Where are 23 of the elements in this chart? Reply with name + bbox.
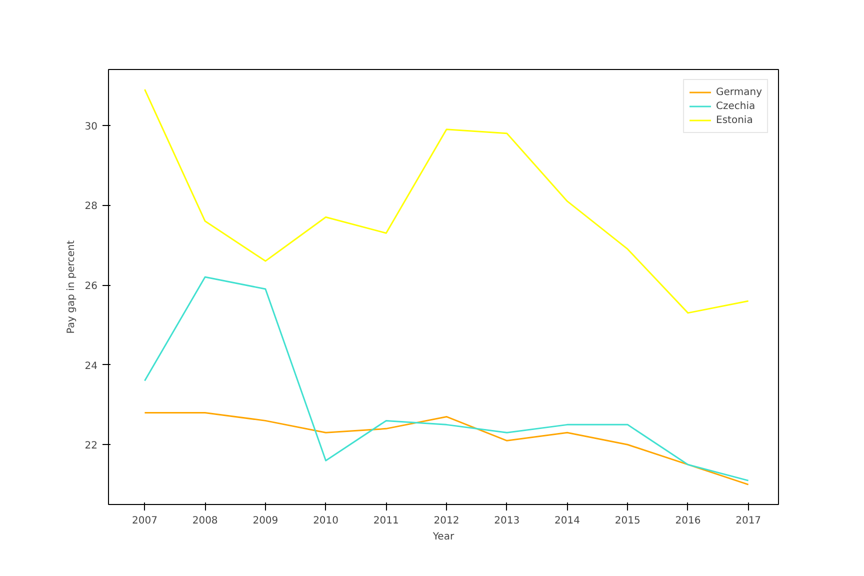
x-tick-label: 2009	[252, 516, 278, 526]
legend-label: Estonia	[716, 114, 753, 127]
x-tick-label: 2015	[614, 516, 640, 526]
x-tick-label: 2013	[494, 516, 520, 526]
x-tick-label: 2014	[554, 516, 580, 526]
legend-label: Czechia	[716, 100, 756, 113]
y-tick-label: 30	[84, 121, 98, 132]
x-tick-label: 2007	[132, 516, 158, 526]
y-tick-label: 28	[84, 201, 98, 212]
x-tick-label: 2008	[192, 516, 218, 526]
x-tick-label: 2010	[313, 516, 339, 526]
legend-label: Germany	[716, 86, 762, 99]
x-tick-label: 2016	[675, 516, 701, 526]
y-axis-title: Pay gap in percent	[66, 240, 77, 334]
x-axis-title: Year	[432, 532, 455, 542]
y-tick-label: 22	[84, 440, 98, 452]
line-series	[144, 276, 750, 482]
x-tick-label: 2012	[434, 516, 460, 526]
line-series	[144, 412, 750, 486]
y-tick-label: 24	[84, 360, 98, 372]
x-tick-label: 2017	[736, 516, 762, 526]
x-tick-label: 2011	[373, 516, 399, 526]
y-tick-label: 26	[84, 281, 98, 292]
